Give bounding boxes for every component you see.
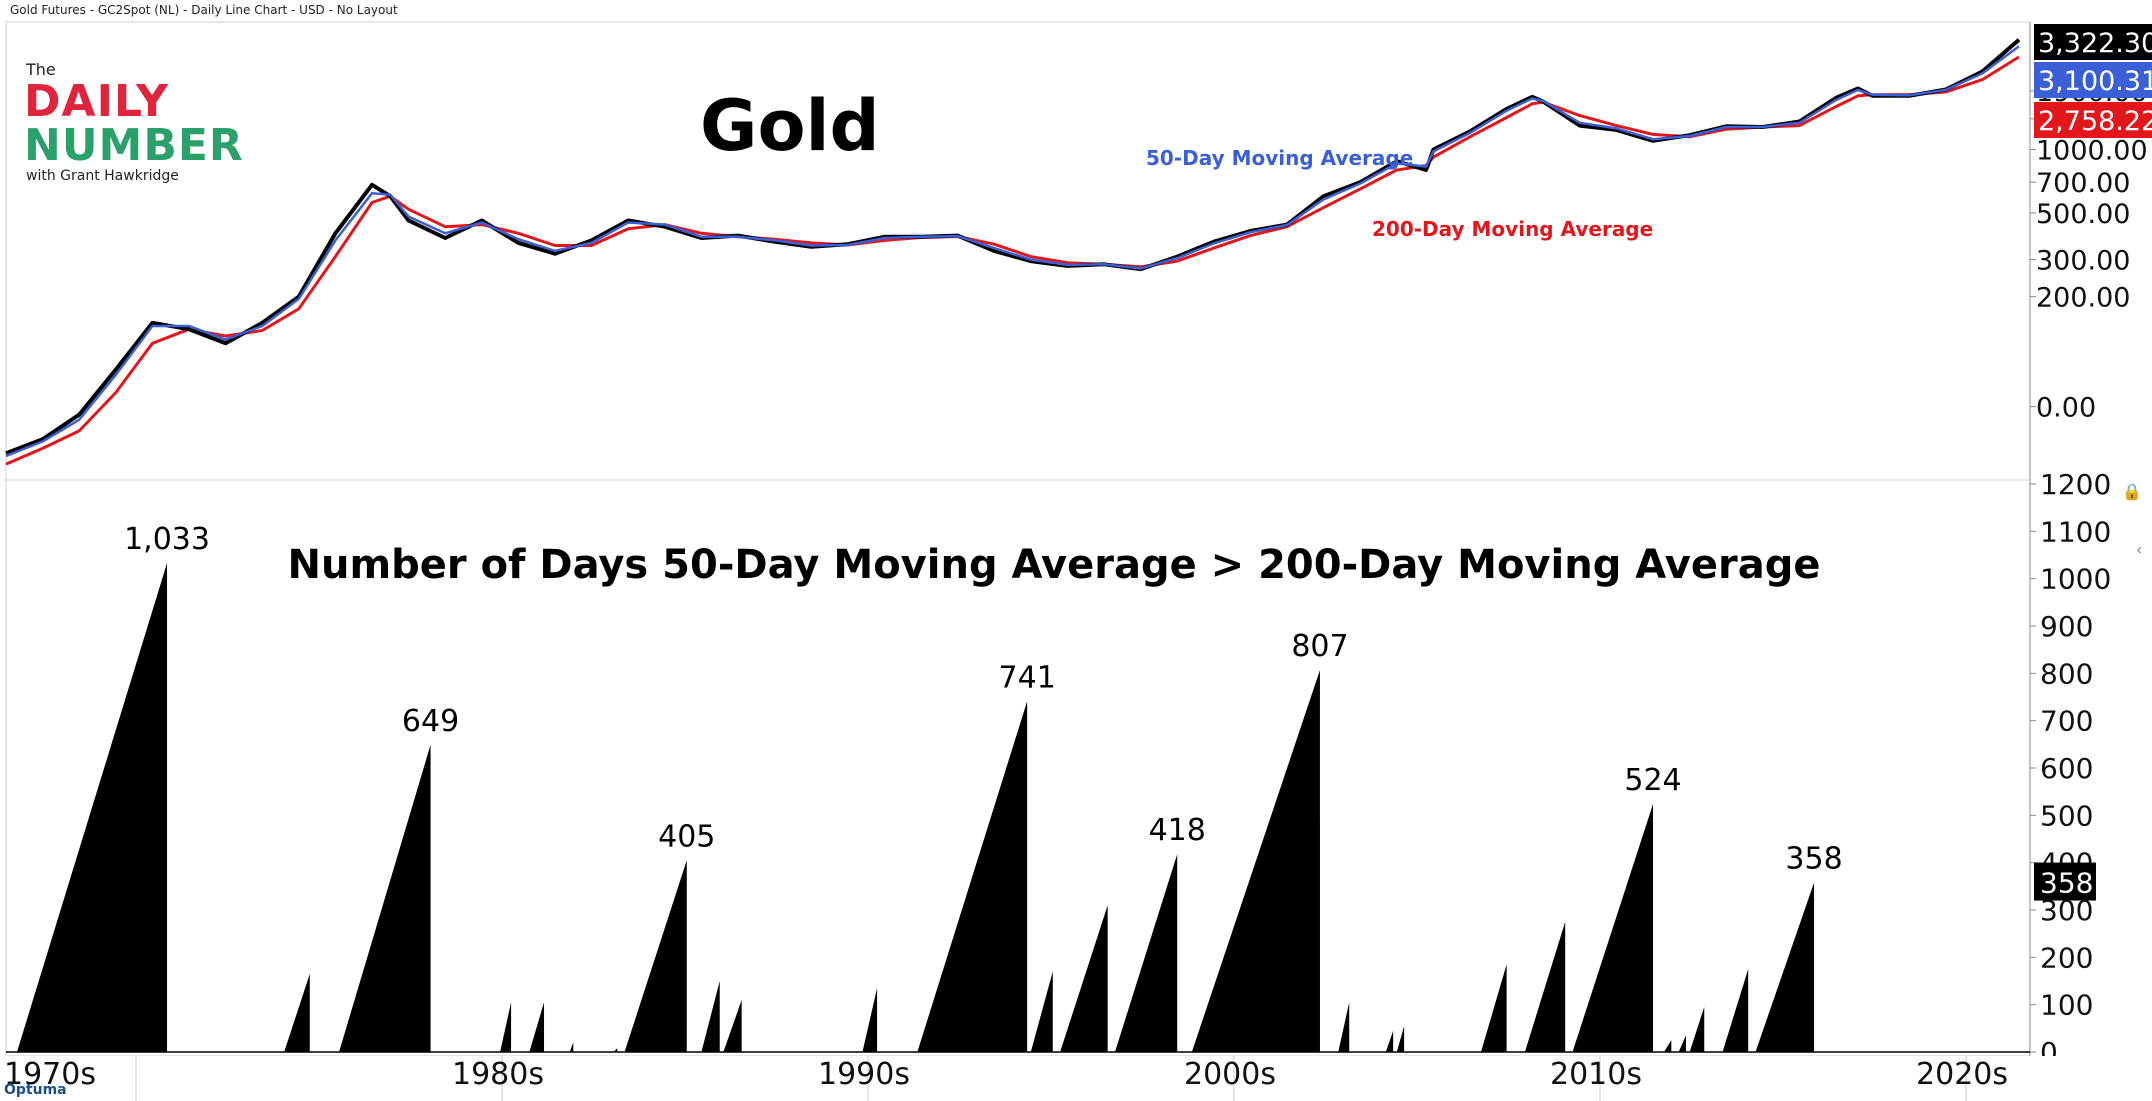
price-last-value-tag: 3,322.30 [2038, 28, 2152, 59]
count-peak-25 [1722, 969, 1749, 1052]
logo-number: NUMBER [24, 120, 244, 171]
count-peak-24 [1689, 1007, 1705, 1052]
daily-number-logo: The DAILY NUMBER with Grant Hawkridge [22, 58, 282, 188]
count-peak-label: 649 [402, 704, 459, 739]
count-y-tick-label: 200 [2040, 941, 2093, 974]
count-peak-23 [1678, 1035, 1686, 1052]
count-peak-5 [569, 1042, 574, 1052]
logo-byline: with Grant Hawkridge [26, 168, 179, 184]
count-peak-label: 741 [999, 660, 1056, 695]
price-y-tick-label: 500.00 [2036, 199, 2130, 230]
count-peak-22 [1663, 1040, 1672, 1052]
count-peak-label: 358 [1785, 842, 1842, 877]
count-peak-18 [1396, 1025, 1405, 1052]
logo-the: The [26, 60, 56, 79]
count-peak-26 [1755, 882, 1815, 1052]
count-peak-6 [613, 1048, 618, 1052]
count-peak-15 [1191, 670, 1320, 1052]
chevron-left-icon[interactable]: ‹ [2136, 540, 2143, 559]
count-y-tick-label: 100 [2040, 989, 2093, 1022]
count-peak-13 [1060, 905, 1108, 1052]
price-y-tick-label: 200.00 [2036, 283, 2130, 314]
price-chart-title: Gold [700, 85, 880, 167]
count-peak-1 [284, 973, 310, 1052]
optuma-brand: Optuma [4, 1082, 67, 1098]
x-axis-label: 1970s [4, 1057, 96, 1092]
count-peak-0 [16, 563, 168, 1052]
count-peak-17 [1385, 1030, 1394, 1052]
count-last-value-bg [2034, 862, 2096, 901]
count-y-tick-label: 500 [2040, 799, 2093, 832]
count-y-tick-label: 1100 [2040, 515, 2111, 548]
ma200-annotation: 200-Day Moving Average [1372, 217, 1653, 241]
x-axis-label: 2010s [1550, 1057, 1642, 1092]
ma200-last-value-tag-bg [2034, 102, 2152, 138]
count-peak-label: 1,033 [124, 522, 210, 557]
count-peak-19 [1480, 964, 1507, 1052]
price-y-tick-label: 0.00 [2036, 393, 2096, 424]
count-y-tick-label: 800 [2040, 657, 2093, 690]
count-y-tick-label: 700 [2040, 705, 2093, 738]
count-peak-16 [1338, 1002, 1350, 1052]
ma200-last-value-tag: 2,758.22 [2038, 106, 2152, 137]
price-y-tick-label: 300.00 [2036, 246, 2130, 277]
ma200-line [5, 55, 2020, 466]
count-peak-9 [723, 999, 742, 1052]
count-peak-8 [701, 981, 720, 1052]
ma50-last-value-tag: 3,100.31 [2038, 66, 2152, 97]
count-peak-10 [862, 988, 878, 1052]
price-line [5, 38, 2021, 456]
count-peak-label: 807 [1291, 629, 1348, 664]
x-axis-label: 2000s [1184, 1057, 1276, 1092]
count-peak-14 [1114, 854, 1178, 1052]
count-peak-21 [1572, 803, 1654, 1052]
lock-icon[interactable]: 🔒 [2122, 482, 2142, 501]
logo-daily: DAILY [24, 76, 169, 127]
x-axis-label: 1980s [452, 1057, 544, 1092]
ma50-annotation: 50-Day Moving Average [1146, 146, 1413, 170]
price-y-tick-label: 1000.00 [2036, 136, 2148, 167]
count-chart-title: Number of Days 50-Day Moving Average > 2… [288, 542, 1821, 588]
count-peak-label: 524 [1624, 763, 1681, 798]
count-peak-label: 405 [658, 819, 715, 854]
chart-title-bar: Gold Futures - GC2Spot (NL) - Daily Line… [10, 3, 398, 17]
count-y-tick-label: 1000 [2040, 563, 2111, 596]
count-peak-11 [917, 701, 1028, 1052]
count-peak-4 [529, 1002, 545, 1052]
x-axis-band [0, 1056, 2152, 1101]
ma50-line [5, 45, 2020, 458]
count-peak-20 [1524, 921, 1566, 1052]
count-peak-label: 418 [1149, 813, 1206, 848]
count-peak-3 [500, 1002, 512, 1052]
price-last-value-tag-bg [2034, 24, 2152, 60]
ma50-last-value-tag-bg [2034, 62, 2152, 98]
count-last-value: 358 [2040, 867, 2093, 900]
count-y-tick-label: 1200 [2040, 468, 2111, 501]
count-peak-7 [624, 860, 687, 1052]
x-axis-label: 1990s [818, 1057, 910, 1092]
x-axis-label: 2020s [1916, 1057, 2008, 1092]
count-y-tick-label: 600 [2040, 752, 2093, 785]
count-y-tick-label: 900 [2040, 610, 2093, 643]
count-peak-2 [339, 744, 431, 1052]
count-peak-12 [1030, 971, 1053, 1052]
price-y-tick-label: 700.00 [2036, 168, 2130, 199]
